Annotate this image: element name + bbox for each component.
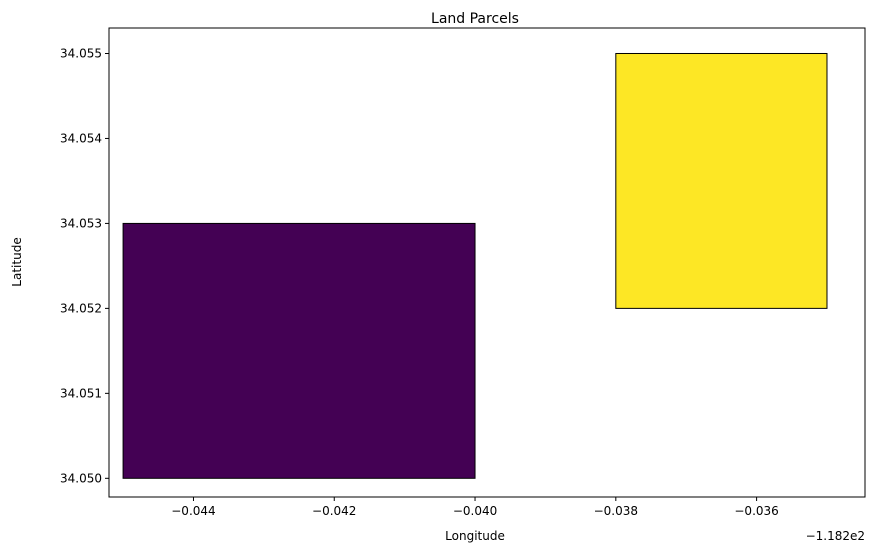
- y-tick-label: 34.051: [60, 386, 102, 400]
- x-tick-label: −0.040: [453, 504, 497, 518]
- x-offset-label: −1.182e2: [806, 529, 865, 543]
- y-tick-label: 34.052: [60, 301, 102, 315]
- plot-frame: [108, 27, 866, 498]
- parcel: [615, 52, 828, 309]
- y-tick-label: 34.053: [60, 216, 102, 230]
- chart-title: Land Parcels: [431, 11, 519, 27]
- y-tick-label: 34.050: [60, 471, 102, 485]
- y-tick-label: 34.055: [60, 46, 102, 60]
- x-axis-label: Longitude: [445, 529, 505, 543]
- y-axis-label: Latitude: [10, 237, 24, 286]
- x-tick-label: −0.036: [734, 504, 778, 518]
- parcel: [122, 222, 476, 479]
- x-tick-label: −0.038: [594, 504, 638, 518]
- x-tick-label: −0.044: [171, 504, 215, 518]
- x-tick-label: −0.042: [312, 504, 356, 518]
- y-tick-label: 34.054: [60, 131, 102, 145]
